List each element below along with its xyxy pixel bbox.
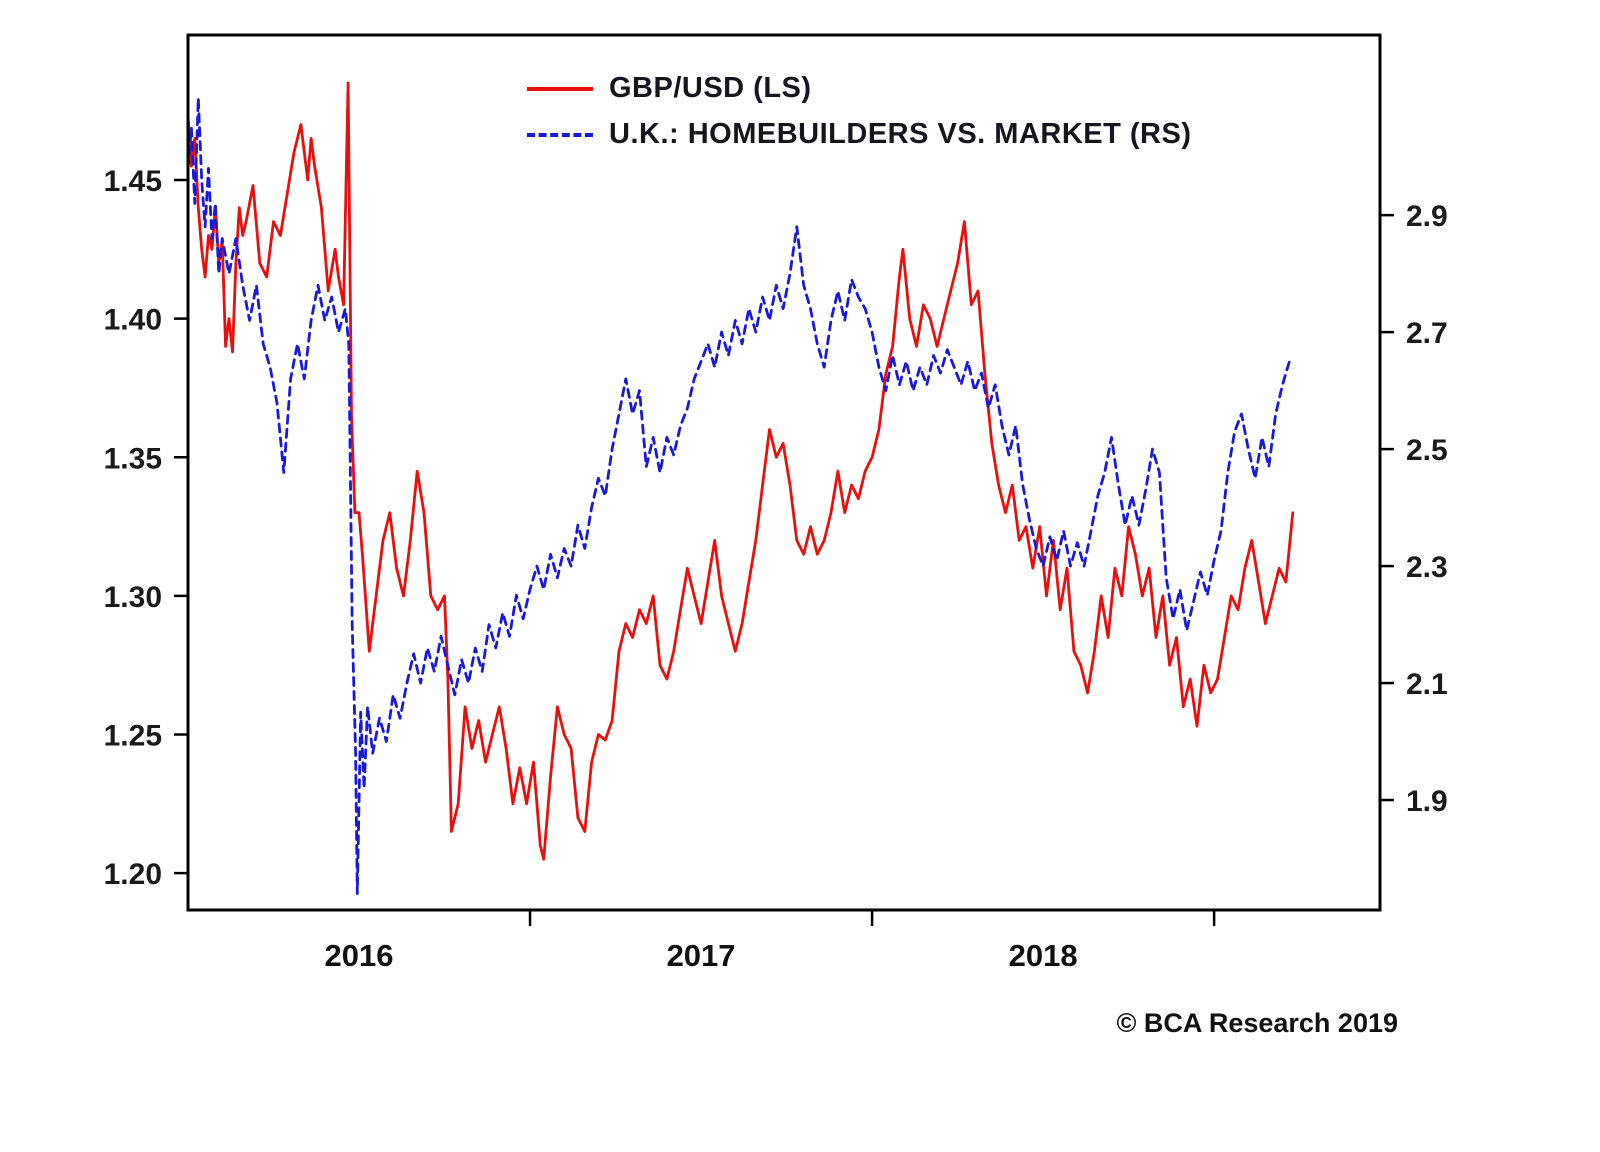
y-axis-left-label: 1.45 bbox=[104, 165, 162, 198]
y-axis-right-label: 2.5 bbox=[1406, 434, 1448, 467]
y-axis-left-label: 1.20 bbox=[104, 858, 162, 891]
blue-dashed-line-icon bbox=[527, 132, 593, 137]
y-axis-left-label: 1.35 bbox=[104, 442, 162, 475]
series-line-gbpusd bbox=[186, 81, 1295, 861]
y-axis-right-label: 2.1 bbox=[1406, 668, 1448, 701]
x-axis-year-label: 2016 bbox=[325, 938, 394, 973]
legend-label-homebuilders: U.K.: HOMEBUILDERS VS. MARKET (RS) bbox=[609, 118, 1192, 150]
series-line-homebuilders bbox=[186, 96, 1291, 895]
legend-item-homebuilders: U.K.: HOMEBUILDERS VS. MARKET (RS) bbox=[527, 118, 1192, 151]
legend-label-gbpusd: GBP/USD (LS) bbox=[609, 72, 812, 104]
y-axis-left-label: 1.40 bbox=[104, 304, 162, 337]
copyright-note: © BCA Research 2019 bbox=[1116, 1008, 1398, 1038]
x-axis-year-label: 2018 bbox=[1009, 938, 1078, 973]
y-axis-left-label: 1.25 bbox=[104, 720, 162, 753]
y-axis-right-label: 1.9 bbox=[1406, 785, 1448, 818]
y-axis-left-label: 1.30 bbox=[104, 581, 162, 614]
plot-border bbox=[186, 33, 1382, 912]
y-axis-left: 1.45 1.40 1.35 1.30 1.25 1.20 bbox=[104, 165, 188, 891]
x-axis-year-label: 2017 bbox=[667, 938, 736, 973]
y-axis-right: 2.9 2.7 2.5 2.3 2.1 1.9 bbox=[1380, 200, 1448, 818]
y-axis-right-label: 2.7 bbox=[1406, 317, 1448, 350]
red-solid-line-icon bbox=[527, 86, 593, 91]
legend-item-gbpusd: GBP/USD (LS) bbox=[527, 72, 1192, 105]
y-axis-right-label: 2.9 bbox=[1406, 200, 1448, 233]
y-axis-right-label: 2.3 bbox=[1406, 551, 1448, 584]
chart-legend: GBP/USD (LS) U.K.: HOMEBUILDERS VS. MARK… bbox=[527, 72, 1192, 151]
x-axis: 2016 2017 2018 bbox=[325, 910, 1216, 973]
